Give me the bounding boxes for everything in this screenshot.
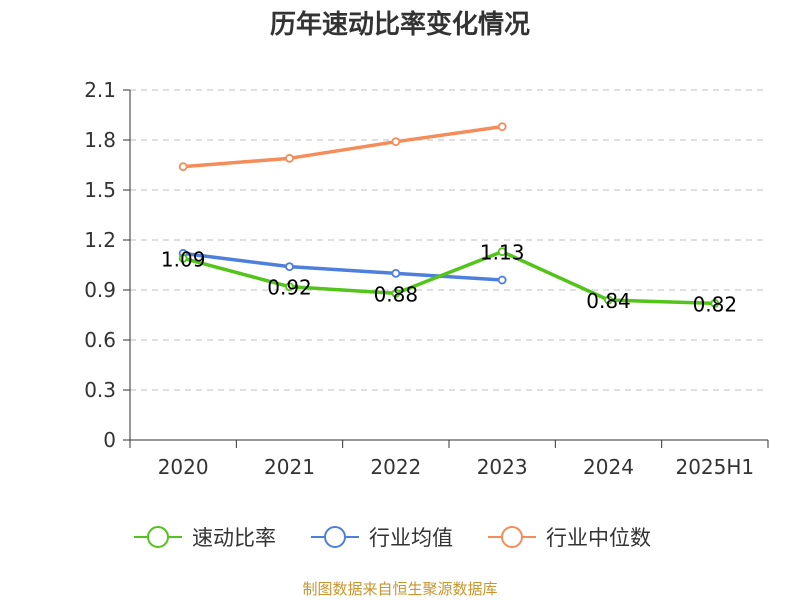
series-lines <box>178 122 720 308</box>
chart-title: 历年速动比率变化情况 <box>269 10 530 40</box>
data-point <box>391 288 401 298</box>
legend-label: 行业中位数 <box>546 526 651 550</box>
data-point <box>391 137 401 147</box>
data-point <box>604 295 613 305</box>
series-line <box>181 249 717 306</box>
series-line <box>181 251 504 282</box>
data-point <box>285 153 294 163</box>
data-label: 0.92 <box>267 276 312 300</box>
series-line <box>181 124 504 169</box>
x-tick-label: 2020 <box>158 455 209 479</box>
axes: 0 0.3 0.6 0.9 1.2 1.5 1.8 2.1 2020 2021 2022 2023 20… <box>84 78 769 479</box>
data-label: 0.88 <box>374 282 419 306</box>
data-labels: 1.09 0.92 0.88 1.13 0.84 0.82 <box>161 241 737 317</box>
y-tick-label: 0.9 <box>84 278 116 302</box>
data-point <box>178 253 188 263</box>
legend-marker <box>324 526 346 548</box>
x-tick-label: 2022 <box>370 455 421 479</box>
data-point <box>710 298 720 308</box>
data-label: 0.82 <box>693 292 738 316</box>
legend-label: 速动比率 <box>192 526 276 550</box>
x-tick-label: 2021 <box>264 455 315 479</box>
source-footer: 制图数据来自恒生聚源数据库 <box>302 580 498 598</box>
y-tick-label: 1.5 <box>84 178 116 202</box>
data-point <box>285 282 294 292</box>
y-tick-label: 0.6 <box>84 328 116 352</box>
data-point <box>178 162 188 172</box>
y-tick-label: 1.2 <box>84 228 116 252</box>
data-label: 0.84 <box>586 289 631 313</box>
legend[interactable]: 速动比率 行业均值 行业中位数 <box>134 526 651 550</box>
data-label: 1.13 <box>480 241 525 265</box>
data-point <box>497 247 507 257</box>
data-point <box>497 275 507 285</box>
data-label: 1.09 <box>161 247 206 271</box>
y-tick-label: 0.3 <box>84 378 116 402</box>
data-point <box>285 262 294 272</box>
y-tick-label: 0 <box>103 428 116 452</box>
legend-marker <box>147 526 169 548</box>
y-tick-label: 1.8 <box>84 128 116 152</box>
grid-lines <box>130 89 768 391</box>
x-tick-label: 2024 <box>583 455 634 479</box>
legend-marker <box>501 526 523 548</box>
data-point <box>391 268 401 278</box>
x-tick-label: 2023 <box>477 455 528 479</box>
x-tick-label: 2025H1 <box>675 455 754 479</box>
y-tick-label: 2.1 <box>84 78 116 102</box>
data-point <box>497 122 507 132</box>
legend-label: 行业均值 <box>369 526 453 550</box>
